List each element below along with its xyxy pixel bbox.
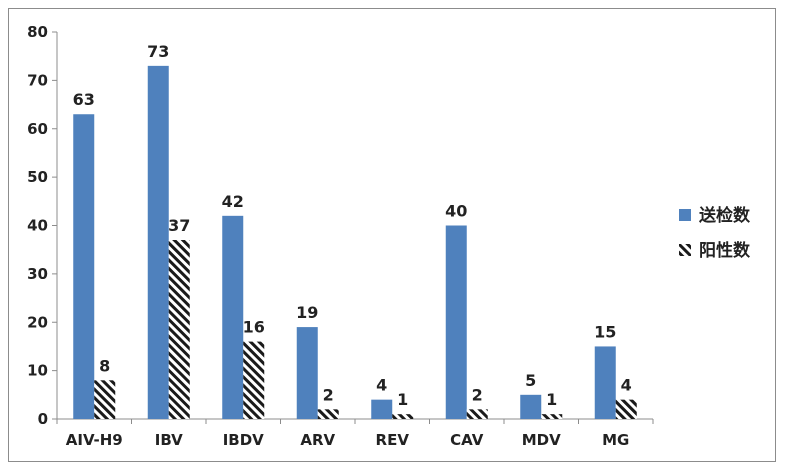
bar-cav-series-1 [466,409,488,419]
x-category-label: ARV [300,431,335,449]
data-label: 19 [296,303,318,322]
bar-rev-series-0 [371,399,393,419]
bar-ibv-series-1 [168,240,190,419]
data-label: 8 [99,356,110,375]
legend-label: 送检数 [699,205,751,226]
plot-area: 01020304050607080638AIV-H97337IBV4216IBD… [27,23,654,449]
y-tick-label: 20 [27,313,48,331]
data-label: 63 [73,90,95,109]
data-label: 37 [168,216,190,235]
bar-mg-series-1 [615,399,637,419]
data-label: 42 [222,192,244,211]
data-label: 73 [147,42,169,61]
data-label: 4 [376,376,387,395]
y-tick-label: 80 [27,23,48,41]
bar-chart: 01020304050607080638AIV-H97337IBV4216IBD… [27,23,751,449]
bar-arv-series-1 [317,409,339,419]
data-label: 1 [397,390,408,409]
y-tick-label: 50 [27,168,48,186]
data-label: 40 [445,202,467,221]
y-tick-label: 0 [38,410,48,428]
legend-swatch-series-1 [679,244,691,256]
y-tick-label: 10 [27,362,48,380]
data-label: 4 [621,376,632,395]
bar-mdv-series-0 [520,394,542,419]
data-label: 16 [243,318,265,337]
data-label: 5 [525,371,536,390]
data-label: 2 [472,385,483,404]
bar-ibv-series-0 [147,65,169,420]
legend-label: 阳性数 [699,240,751,261]
y-tick-label: 70 [27,71,48,89]
bar-arv-series-0 [296,327,318,419]
x-category-label: CAV [450,431,484,449]
bar-mdv-series-1 [541,414,563,419]
legend-swatch-series-0 [679,209,691,221]
data-label: 15 [594,322,616,341]
data-label: 1 [546,390,557,409]
y-tick-label: 40 [27,217,48,235]
x-category-label: MG [602,431,629,449]
bar-mg-series-0 [594,346,616,419]
x-category-label: IBV [155,431,183,449]
x-category-label: REV [376,431,410,449]
bar-rev-series-1 [392,414,414,419]
bar-ibdv-series-0 [222,215,244,419]
bar-aiv-h9-series-0 [73,114,95,420]
bar-ibdv-series-1 [243,341,265,419]
bar-cav-series-0 [445,225,467,419]
x-category-label: MDV [522,431,561,449]
y-tick-label: 60 [27,120,48,138]
bar-aiv-h9-series-1 [94,380,116,419]
y-tick-label: 30 [27,265,48,283]
x-category-label: AIV-H9 [66,431,123,449]
chart-frame: 0 10 20 30 40 50 60 70 80 63 8 AIV-H9 73 37 IBV 42 16 IBD… [8,8,776,462]
x-category-label: IBDV [223,431,264,449]
data-label: 2 [323,385,334,404]
